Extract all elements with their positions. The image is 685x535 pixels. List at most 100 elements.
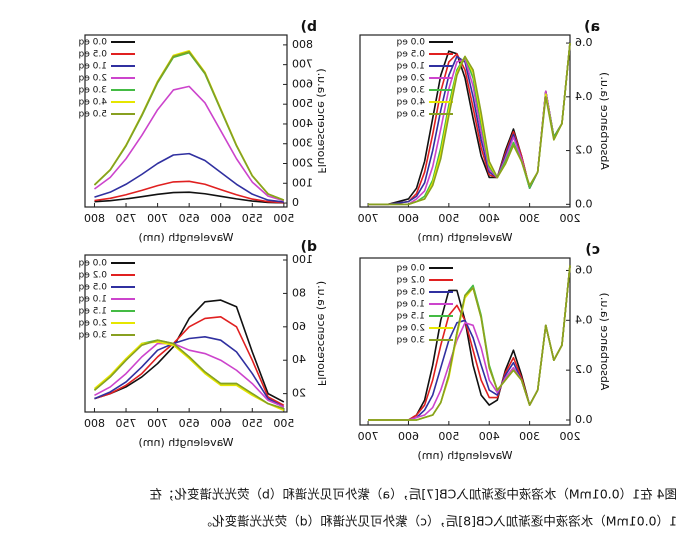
legend-label: 0.2 eq bbox=[79, 271, 107, 281]
y-tick-label: 300 bbox=[292, 137, 313, 150]
x-axis-title: Wavelength (nm) bbox=[417, 231, 512, 244]
x-tick-label: 200 bbox=[560, 430, 581, 443]
panel-label: c) bbox=[585, 242, 600, 258]
legend-label: 1.0 eq bbox=[397, 300, 425, 310]
y-tick-label: 0.0 bbox=[575, 197, 593, 210]
y-tick-label: 20 bbox=[292, 387, 306, 400]
plot-frame bbox=[359, 257, 571, 426]
legend-label: 5.0 eq bbox=[397, 110, 425, 120]
y-tick-label: 80 bbox=[292, 286, 306, 299]
y-tick-label: 0.4 bbox=[575, 313, 593, 326]
plot-frame bbox=[84, 254, 288, 413]
x-tick-label: 200 bbox=[560, 212, 581, 225]
x-tick-label: 400 bbox=[479, 212, 500, 225]
x-tick-label: 300 bbox=[519, 212, 540, 225]
y-tick-label: 60 bbox=[292, 320, 306, 333]
y-tick-label: 0.0 bbox=[575, 413, 593, 426]
legend-label: 2.0 eq bbox=[397, 324, 425, 334]
data-line bbox=[368, 265, 571, 421]
legend-label: 1.5 eq bbox=[79, 307, 107, 317]
y-tick-label: 100 bbox=[292, 176, 313, 189]
legend-label: 1.0 eq bbox=[79, 295, 107, 305]
caption-line: 图4 在1（0.01mM）水溶液中逐渐加入CB[7]后，（a）紫外可见光谱和（b… bbox=[149, 487, 677, 502]
y-tick-label: 800 bbox=[292, 38, 313, 51]
y-tick-label: 600 bbox=[292, 77, 313, 90]
legend-label: 0.0 eq bbox=[79, 259, 107, 269]
y-tick-label: 0.6 bbox=[575, 36, 593, 49]
panel-label: b) bbox=[301, 19, 317, 35]
y-tick-label: 500 bbox=[292, 97, 313, 110]
x-tick-label: 600 bbox=[210, 417, 231, 430]
legend-label: 0.5 eq bbox=[79, 283, 107, 293]
legend-label: 0.0 eq bbox=[397, 264, 425, 274]
legend-label: 3.0 eq bbox=[397, 86, 425, 96]
x-tick-label: 550 bbox=[242, 212, 263, 225]
legend-label: 0.5 eq bbox=[79, 50, 107, 60]
legend-label: 1.0 eq bbox=[79, 62, 107, 72]
y-tick-label: 100 bbox=[292, 253, 313, 266]
y-tick-label: 0.6 bbox=[575, 263, 593, 276]
y-axis-title: Absorbance (a.u.) bbox=[598, 293, 611, 391]
legend-label: 0.0 eq bbox=[397, 38, 425, 48]
legend-label: 0.5 eq bbox=[397, 288, 425, 298]
y-tick-label: 40 bbox=[292, 353, 306, 366]
legend-label: 0.5 eq bbox=[397, 50, 425, 60]
data-line bbox=[94, 316, 285, 407]
y-tick-label: 0.2 bbox=[575, 363, 593, 376]
legend-label: 1.5 eq bbox=[397, 312, 425, 322]
x-tick-label: 400 bbox=[479, 430, 500, 443]
x-tick-label: 750 bbox=[116, 417, 137, 430]
y-axis-title: Fluorescence (a.u.) bbox=[315, 281, 328, 386]
panel-label: a) bbox=[584, 19, 600, 35]
x-tick-label: 800 bbox=[84, 417, 105, 430]
legend-label: 4.0 eq bbox=[79, 98, 107, 108]
y-tick-label: 0.4 bbox=[575, 90, 593, 103]
legend-label: 3.0 eq bbox=[79, 86, 107, 96]
x-tick-label: 500 bbox=[438, 430, 459, 443]
legend-label: 1.0 eq bbox=[397, 62, 425, 72]
data-line bbox=[94, 180, 284, 204]
data-line bbox=[368, 42, 571, 206]
data-line bbox=[93, 339, 285, 410]
x-axis-title: Wavelength (nm) bbox=[138, 436, 233, 449]
legend-label: 4.0 eq bbox=[397, 98, 425, 108]
data-line bbox=[94, 336, 285, 408]
x-tick-label: 700 bbox=[147, 212, 168, 225]
x-tick-label: 600 bbox=[398, 430, 419, 443]
legend-label: 0.0 eq bbox=[79, 38, 107, 48]
caption-line: 1（0.01mM）水溶液中逐渐加入CB[8]后，（c）紫外可见光谱和（d）荧光光… bbox=[200, 514, 677, 529]
data-line bbox=[93, 50, 285, 201]
legend-label: 3.0 eq bbox=[79, 331, 107, 341]
plot-frame bbox=[84, 34, 288, 208]
y-axis-title: Fluorescence (a.u.) bbox=[315, 68, 328, 173]
x-tick-label: 550 bbox=[242, 417, 263, 430]
y-tick-label: 0 bbox=[292, 196, 299, 209]
x-tick-label: 700 bbox=[358, 212, 379, 225]
x-tick-label: 700 bbox=[147, 417, 168, 430]
plot-frame bbox=[359, 34, 571, 208]
legend-label: 5.0 eq bbox=[79, 110, 107, 120]
mirrored-figure: 图4 在1（0.01mM）水溶液中逐渐加入CB[7]后，（a）紫外可见光谱和（b… bbox=[79, 19, 677, 529]
x-tick-label: 650 bbox=[179, 212, 200, 225]
x-tick-label: 500 bbox=[273, 417, 294, 430]
x-tick-label: 500 bbox=[273, 212, 294, 225]
data-line bbox=[93, 51, 285, 201]
y-tick-label: 0.2 bbox=[575, 144, 593, 157]
x-tick-label: 750 bbox=[116, 212, 137, 225]
data-line bbox=[94, 299, 285, 403]
data-line bbox=[93, 51, 285, 201]
data-line bbox=[94, 342, 285, 408]
x-tick-label: 650 bbox=[179, 417, 200, 430]
y-tick-label: 700 bbox=[292, 58, 313, 71]
legend-label: 2.0 eq bbox=[79, 319, 107, 329]
data-line bbox=[93, 85, 285, 202]
x-tick-label: 600 bbox=[210, 212, 231, 225]
data-line bbox=[94, 152, 284, 203]
x-tick-label: 600 bbox=[398, 212, 419, 225]
y-tick-label: 200 bbox=[292, 157, 313, 170]
x-tick-label: 500 bbox=[438, 212, 459, 225]
legend-label: 2.0 eq bbox=[79, 74, 107, 84]
x-axis-title: Wavelength (nm) bbox=[417, 449, 512, 462]
data-line bbox=[94, 191, 284, 204]
